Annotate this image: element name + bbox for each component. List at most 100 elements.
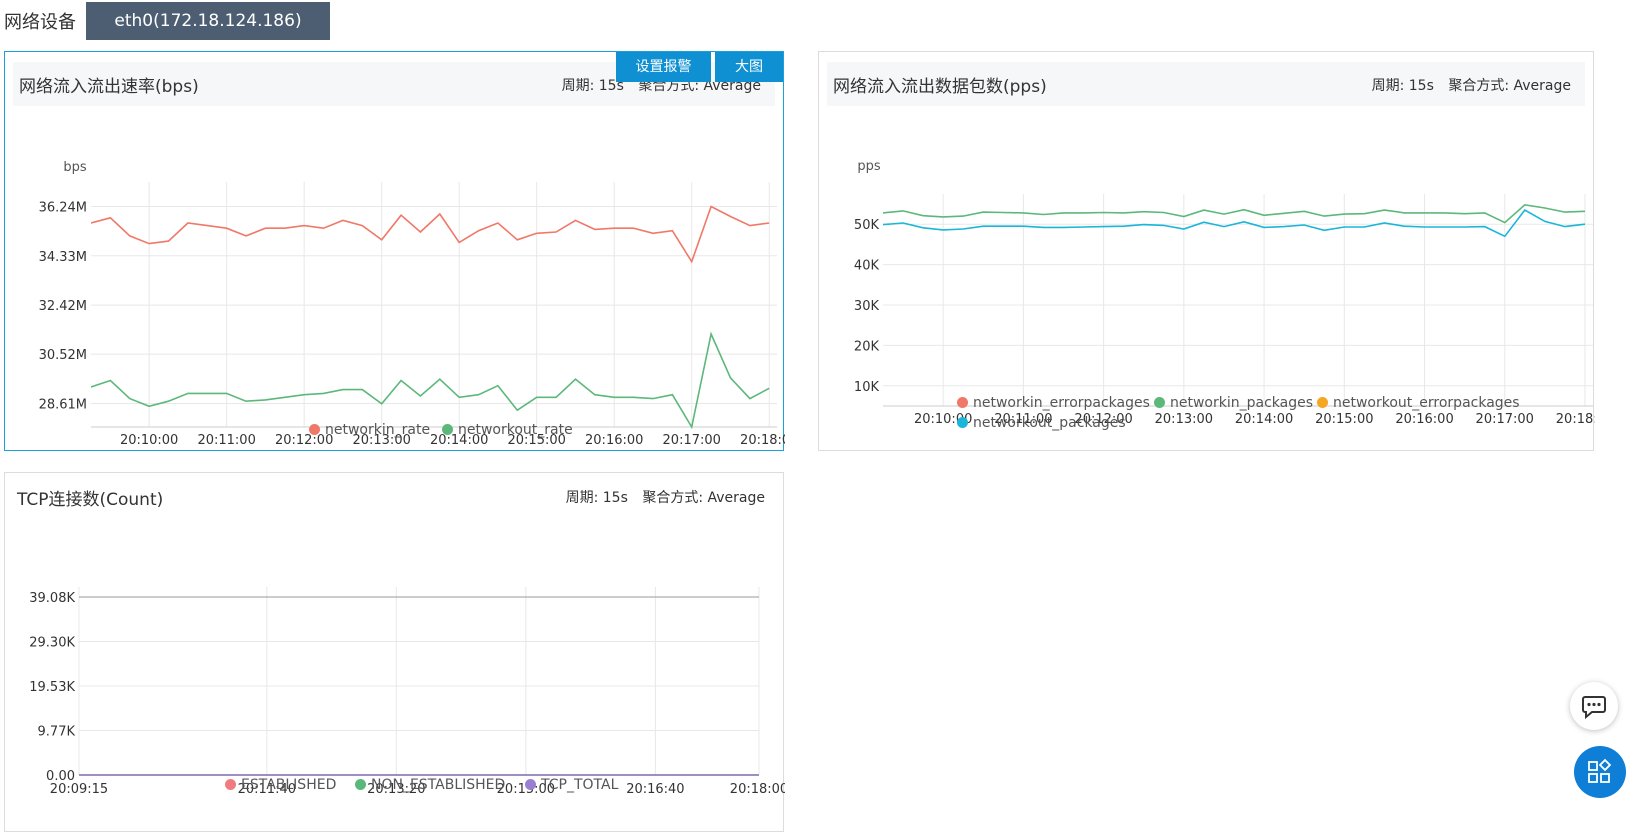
legend-item-networkout_rate[interactable]: networkout_rate (442, 422, 573, 438)
device-bar: 网络设备 eth0(172.18.124.186) (0, 0, 700, 42)
device-select[interactable]: eth0(172.18.124.186) (86, 2, 330, 40)
panel-header: 网络流入流出数据包数(pps) 周期: 15s 聚合方式: Average (827, 62, 1585, 106)
y-axis-label: pps (857, 159, 881, 174)
legend-item-networkin_packages[interactable]: networkin_packages (1154, 395, 1313, 411)
period-label: 周期: 15s (1371, 78, 1434, 94)
y-tick-label: 50K (854, 218, 880, 233)
y-tick-label: 36.24M (39, 200, 87, 215)
legend-network-rate: networkin_rate networkout_rate (5, 414, 785, 450)
message-icon (1582, 696, 1606, 720)
x-tick-label: 20:15:00 (1315, 412, 1373, 426)
app-menu-button[interactable] (1574, 746, 1626, 798)
legend-marker (225, 779, 236, 790)
legend-label: networkin_packages (1170, 395, 1314, 411)
legend-label: networkout_errorpackages (1333, 395, 1520, 411)
legend-label: ESTABLISHED (241, 777, 337, 793)
x-tick-label: 20:15:00 (497, 782, 555, 797)
x-tick-label: 20:18:00 (730, 782, 785, 797)
y-tick-label: 29.30K (29, 636, 75, 651)
x-tick-label: 20:18:00 (740, 433, 785, 446)
large-view-button[interactable]: 大图 (715, 52, 783, 82)
legend-label: NON_ESTABLISHED (371, 777, 506, 793)
y-tick-label: 20K (854, 339, 880, 354)
y-tick-label: 39.08K (29, 591, 75, 606)
aggregation-label: 聚合方式: Average (642, 490, 765, 506)
legend-tcp-count: ESTABLISHED NON_ESTABLISHED TCP_TOTAL (5, 771, 785, 795)
legend-marker (957, 417, 968, 428)
legend-marker (309, 424, 320, 435)
legend-item-TCP_TOTAL[interactable]: TCP_TOTAL (525, 777, 618, 793)
panel-title: 网络流入流出速率(bps) (19, 77, 199, 97)
y-tick-label: 34.33M (39, 250, 87, 265)
chart-network-rate: bps 36.24M 34.33M 32.42M 30.52M 28.61M 20:10:0… (39, 160, 785, 446)
legend-marker (525, 779, 536, 790)
x-tick-label: 20:13:00 (1155, 412, 1213, 426)
device-label: 网络设备 (4, 12, 76, 33)
x-tick-label: 20:14:00 (430, 433, 488, 446)
x-tick-label: 20:16:00 (585, 433, 643, 446)
aggregation-label: 聚合方式: Average (638, 78, 761, 94)
legend-marker (355, 779, 366, 790)
y-tick-label: 28.61M (39, 398, 87, 413)
aggregation-label: 聚合方式: Average (1448, 78, 1571, 94)
y-tick-label: 30K (854, 299, 880, 314)
x-tick-label: 20:13:20 (367, 782, 425, 797)
feedback-button[interactable] (1570, 682, 1618, 730)
legend-item-NON_ESTABLISHED[interactable]: NON_ESTABLISHED (355, 777, 505, 793)
x-tick-label: 20:15:00 (508, 433, 566, 446)
y-tick-label: 10K (854, 380, 880, 395)
set-alarm-button[interactable]: 设置报警 (616, 52, 711, 82)
panel-title: TCP连接数(Count) (17, 490, 164, 510)
apps-icon (1588, 758, 1612, 783)
period-label: 周期: 15s (561, 78, 624, 94)
legend-item-networkin_errorpackages[interactable]: networkin_errorpackages (957, 395, 1150, 411)
x-tick-label: 20:11:00 (994, 412, 1052, 426)
y-tick-label: 40K (854, 259, 880, 274)
legend-label: TCP_TOTAL (541, 777, 619, 793)
legend-item-networkout_errorpackages[interactable]: networkout_errorpackages (1317, 395, 1520, 411)
panel-network-packets: 网络流入流出数据包数(pps) 周期: 15s 聚合方式: Average pp… (818, 51, 1595, 451)
legend-marker (442, 424, 453, 435)
panel-network-rate: 网络流入流出速率(bps) 周期: 15s 聚合方式: Average 设置报警… (4, 51, 785, 451)
series-line-networkin_rate (91, 205, 770, 264)
x-tick-label: 20:11:40 (238, 782, 296, 797)
x-tick-label: 20:11:00 (197, 433, 255, 446)
series-line-networkout_rate (91, 331, 770, 429)
x-tick-label: 20:18:00 (1556, 412, 1595, 426)
x-tick-label: 20:13:00 (352, 433, 410, 446)
y-axis-label: bps (63, 160, 87, 175)
y-tick-label: 9.77K (38, 725, 76, 740)
x-tick-label: 20:12:00 (1074, 412, 1132, 426)
panel-meta: 周期: 15s 聚合方式: Average (552, 75, 761, 95)
legend-item-networkout_packages[interactable]: networkout_packages (957, 415, 1126, 431)
y-tick-label: 32.42M (39, 299, 87, 314)
x-tick-label: 20:12:00 (275, 433, 333, 446)
x-tick-label: 20:16:40 (626, 782, 684, 797)
legend-label: networkout_rate (458, 422, 573, 438)
period-label: 周期: 15s (565, 490, 628, 506)
x-tick-label: 20:14:00 (1235, 412, 1293, 426)
series-line-networkout_packages (883, 209, 1586, 238)
legend-marker (957, 397, 968, 408)
x-tick-label: 20:17:00 (663, 433, 721, 446)
x-tick-label: 20:17:00 (1476, 412, 1534, 426)
panel-tcp-count: TCP连接数(Count) 周期: 15s 聚合方式: Average 39.0… (4, 472, 785, 832)
y-tick-label: 30.52M (39, 348, 87, 363)
legend-item-networkin_rate[interactable]: networkin_rate (309, 422, 430, 438)
panel-meta: 周期: 15s 聚合方式: Average (556, 487, 765, 507)
panel-meta: 周期: 15s 聚合方式: Average (1362, 75, 1571, 95)
legend-marker (1317, 397, 1328, 408)
legend-item-ESTABLISHED[interactable]: ESTABLISHED (225, 777, 336, 793)
legend-label: networkout_packages (973, 415, 1126, 431)
y-tick-label: 0.00 (46, 769, 75, 784)
legend-label: networkin_errorpackages (973, 395, 1150, 411)
legend-network-packets: networkin_errorpackages networkin_package… (819, 395, 1595, 445)
legend-label: networkin_rate (325, 422, 431, 438)
x-tick-label: 20:10:00 (120, 433, 178, 446)
series-line-networkin_packages (883, 203, 1586, 224)
y-tick-label: 19.53K (29, 680, 75, 695)
panel-title: 网络流入流出数据包数(pps) (833, 77, 1047, 97)
x-tick-label: 20:09:15 (50, 782, 108, 797)
